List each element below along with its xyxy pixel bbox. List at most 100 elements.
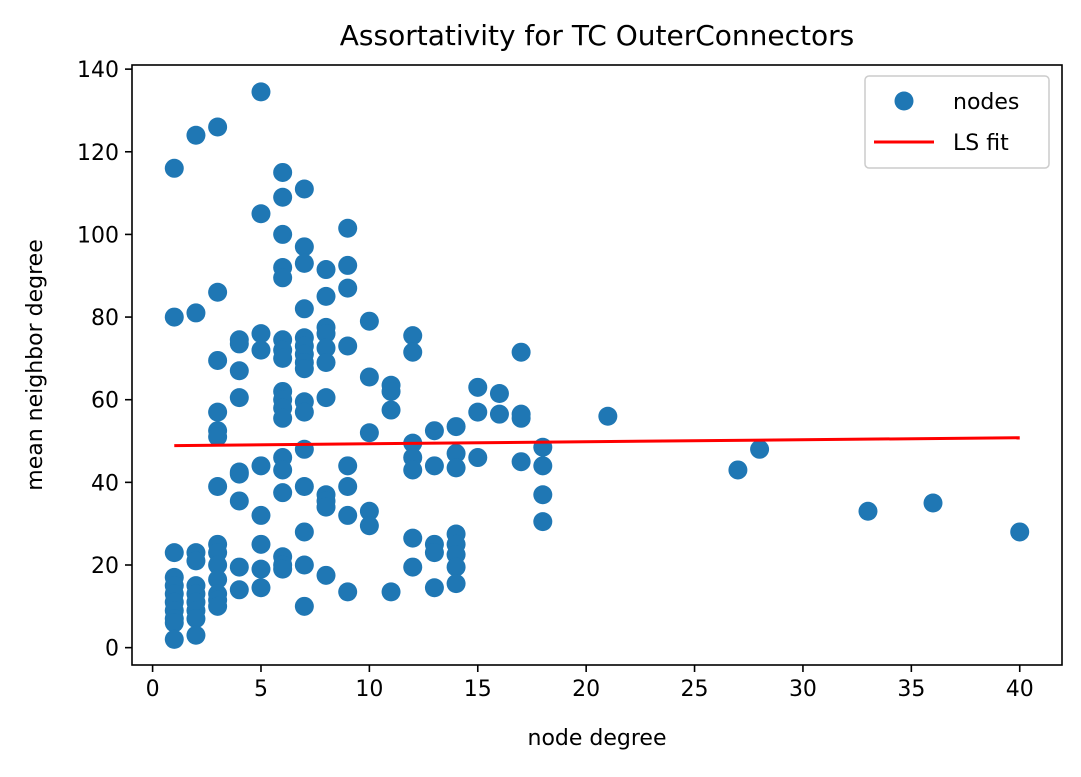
data-point bbox=[229, 557, 249, 577]
data-point bbox=[294, 439, 314, 459]
data-point bbox=[294, 522, 314, 542]
data-point bbox=[316, 324, 336, 344]
data-point bbox=[251, 505, 271, 525]
data-point bbox=[294, 299, 314, 319]
data-point bbox=[208, 476, 228, 496]
data-point bbox=[446, 557, 466, 577]
y-tick-label: 80 bbox=[91, 306, 119, 331]
data-point bbox=[186, 125, 206, 145]
data-point bbox=[208, 350, 228, 370]
data-point bbox=[359, 516, 379, 536]
data-point bbox=[164, 543, 184, 563]
data-point bbox=[598, 406, 618, 426]
data-point bbox=[273, 483, 293, 503]
data-point bbox=[316, 497, 336, 517]
y-tick-label: 140 bbox=[77, 58, 119, 83]
data-point bbox=[164, 629, 184, 649]
data-point bbox=[338, 456, 358, 476]
data-point bbox=[338, 336, 358, 356]
chart-title: Assortativity for TC OuterConnectors bbox=[340, 19, 855, 52]
data-point bbox=[338, 218, 358, 238]
data-point bbox=[316, 338, 336, 358]
legend: nodes LS fit bbox=[864, 75, 1050, 169]
data-point bbox=[511, 452, 531, 472]
data-point bbox=[923, 493, 943, 513]
data-point bbox=[251, 534, 271, 554]
data-point bbox=[403, 557, 423, 577]
data-point bbox=[273, 162, 293, 182]
data-point bbox=[728, 460, 748, 480]
data-point bbox=[164, 613, 184, 633]
data-point bbox=[208, 117, 228, 137]
data-point bbox=[424, 543, 444, 563]
data-point bbox=[359, 311, 379, 331]
data-point bbox=[208, 402, 228, 422]
data-point bbox=[273, 460, 293, 480]
data-point bbox=[403, 528, 423, 548]
data-point bbox=[338, 505, 358, 525]
data-point bbox=[251, 82, 271, 102]
data-point bbox=[338, 476, 358, 496]
data-point bbox=[858, 501, 878, 521]
data-point bbox=[273, 224, 293, 244]
data-point bbox=[489, 404, 509, 424]
data-point bbox=[316, 565, 336, 585]
data-point bbox=[273, 408, 293, 428]
data-point bbox=[424, 456, 444, 476]
x-tick-label: 40 bbox=[1006, 677, 1034, 702]
data-point bbox=[251, 559, 271, 579]
data-point bbox=[446, 458, 466, 478]
data-point bbox=[229, 464, 249, 484]
data-point bbox=[403, 460, 423, 480]
data-point bbox=[251, 324, 271, 344]
data-point bbox=[489, 384, 509, 404]
legend-label-nodes: nodes bbox=[953, 90, 1019, 115]
data-point bbox=[229, 361, 249, 381]
data-point bbox=[229, 388, 249, 408]
data-point bbox=[359, 501, 379, 521]
x-tick-label: 20 bbox=[572, 677, 600, 702]
data-point bbox=[208, 569, 228, 589]
data-point bbox=[251, 578, 271, 598]
data-point bbox=[186, 609, 206, 629]
data-point bbox=[208, 282, 228, 302]
data-point bbox=[251, 456, 271, 476]
data-point bbox=[229, 580, 249, 600]
data-point bbox=[294, 402, 314, 422]
plot-area bbox=[164, 82, 1030, 649]
data-point bbox=[273, 187, 293, 207]
data-point bbox=[186, 303, 206, 323]
y-axis-label: mean neighbor degree bbox=[23, 239, 48, 490]
data-point bbox=[208, 555, 228, 575]
data-point bbox=[294, 596, 314, 616]
x-tick-label: 35 bbox=[897, 677, 925, 702]
data-point bbox=[186, 625, 206, 645]
legend-label-ls-fit: LS fit bbox=[953, 131, 1009, 156]
data-point bbox=[446, 574, 466, 594]
x-tick-label: 5 bbox=[254, 677, 268, 702]
data-point bbox=[316, 286, 336, 306]
x-tick-label: 15 bbox=[464, 677, 492, 702]
data-point bbox=[273, 559, 293, 579]
data-point bbox=[294, 253, 314, 273]
data-point bbox=[251, 340, 271, 360]
y-tick-label: 40 bbox=[91, 471, 119, 496]
data-point bbox=[533, 485, 553, 505]
data-point bbox=[229, 334, 249, 354]
data-point bbox=[338, 255, 358, 275]
data-point bbox=[1010, 522, 1030, 542]
data-point bbox=[381, 582, 401, 602]
data-point bbox=[359, 423, 379, 443]
y-tick-label: 20 bbox=[91, 554, 119, 579]
x-axis: 0 5 10 15 20 25 30 35 40 bbox=[146, 665, 1034, 702]
y-tick-label: 120 bbox=[77, 141, 119, 166]
data-point bbox=[273, 348, 293, 368]
data-point bbox=[294, 476, 314, 496]
data-point bbox=[511, 408, 531, 428]
data-point bbox=[750, 439, 770, 459]
data-point bbox=[316, 353, 336, 373]
data-point bbox=[424, 578, 444, 598]
data-point bbox=[468, 402, 488, 422]
data-point bbox=[359, 367, 379, 387]
data-point bbox=[251, 204, 271, 224]
